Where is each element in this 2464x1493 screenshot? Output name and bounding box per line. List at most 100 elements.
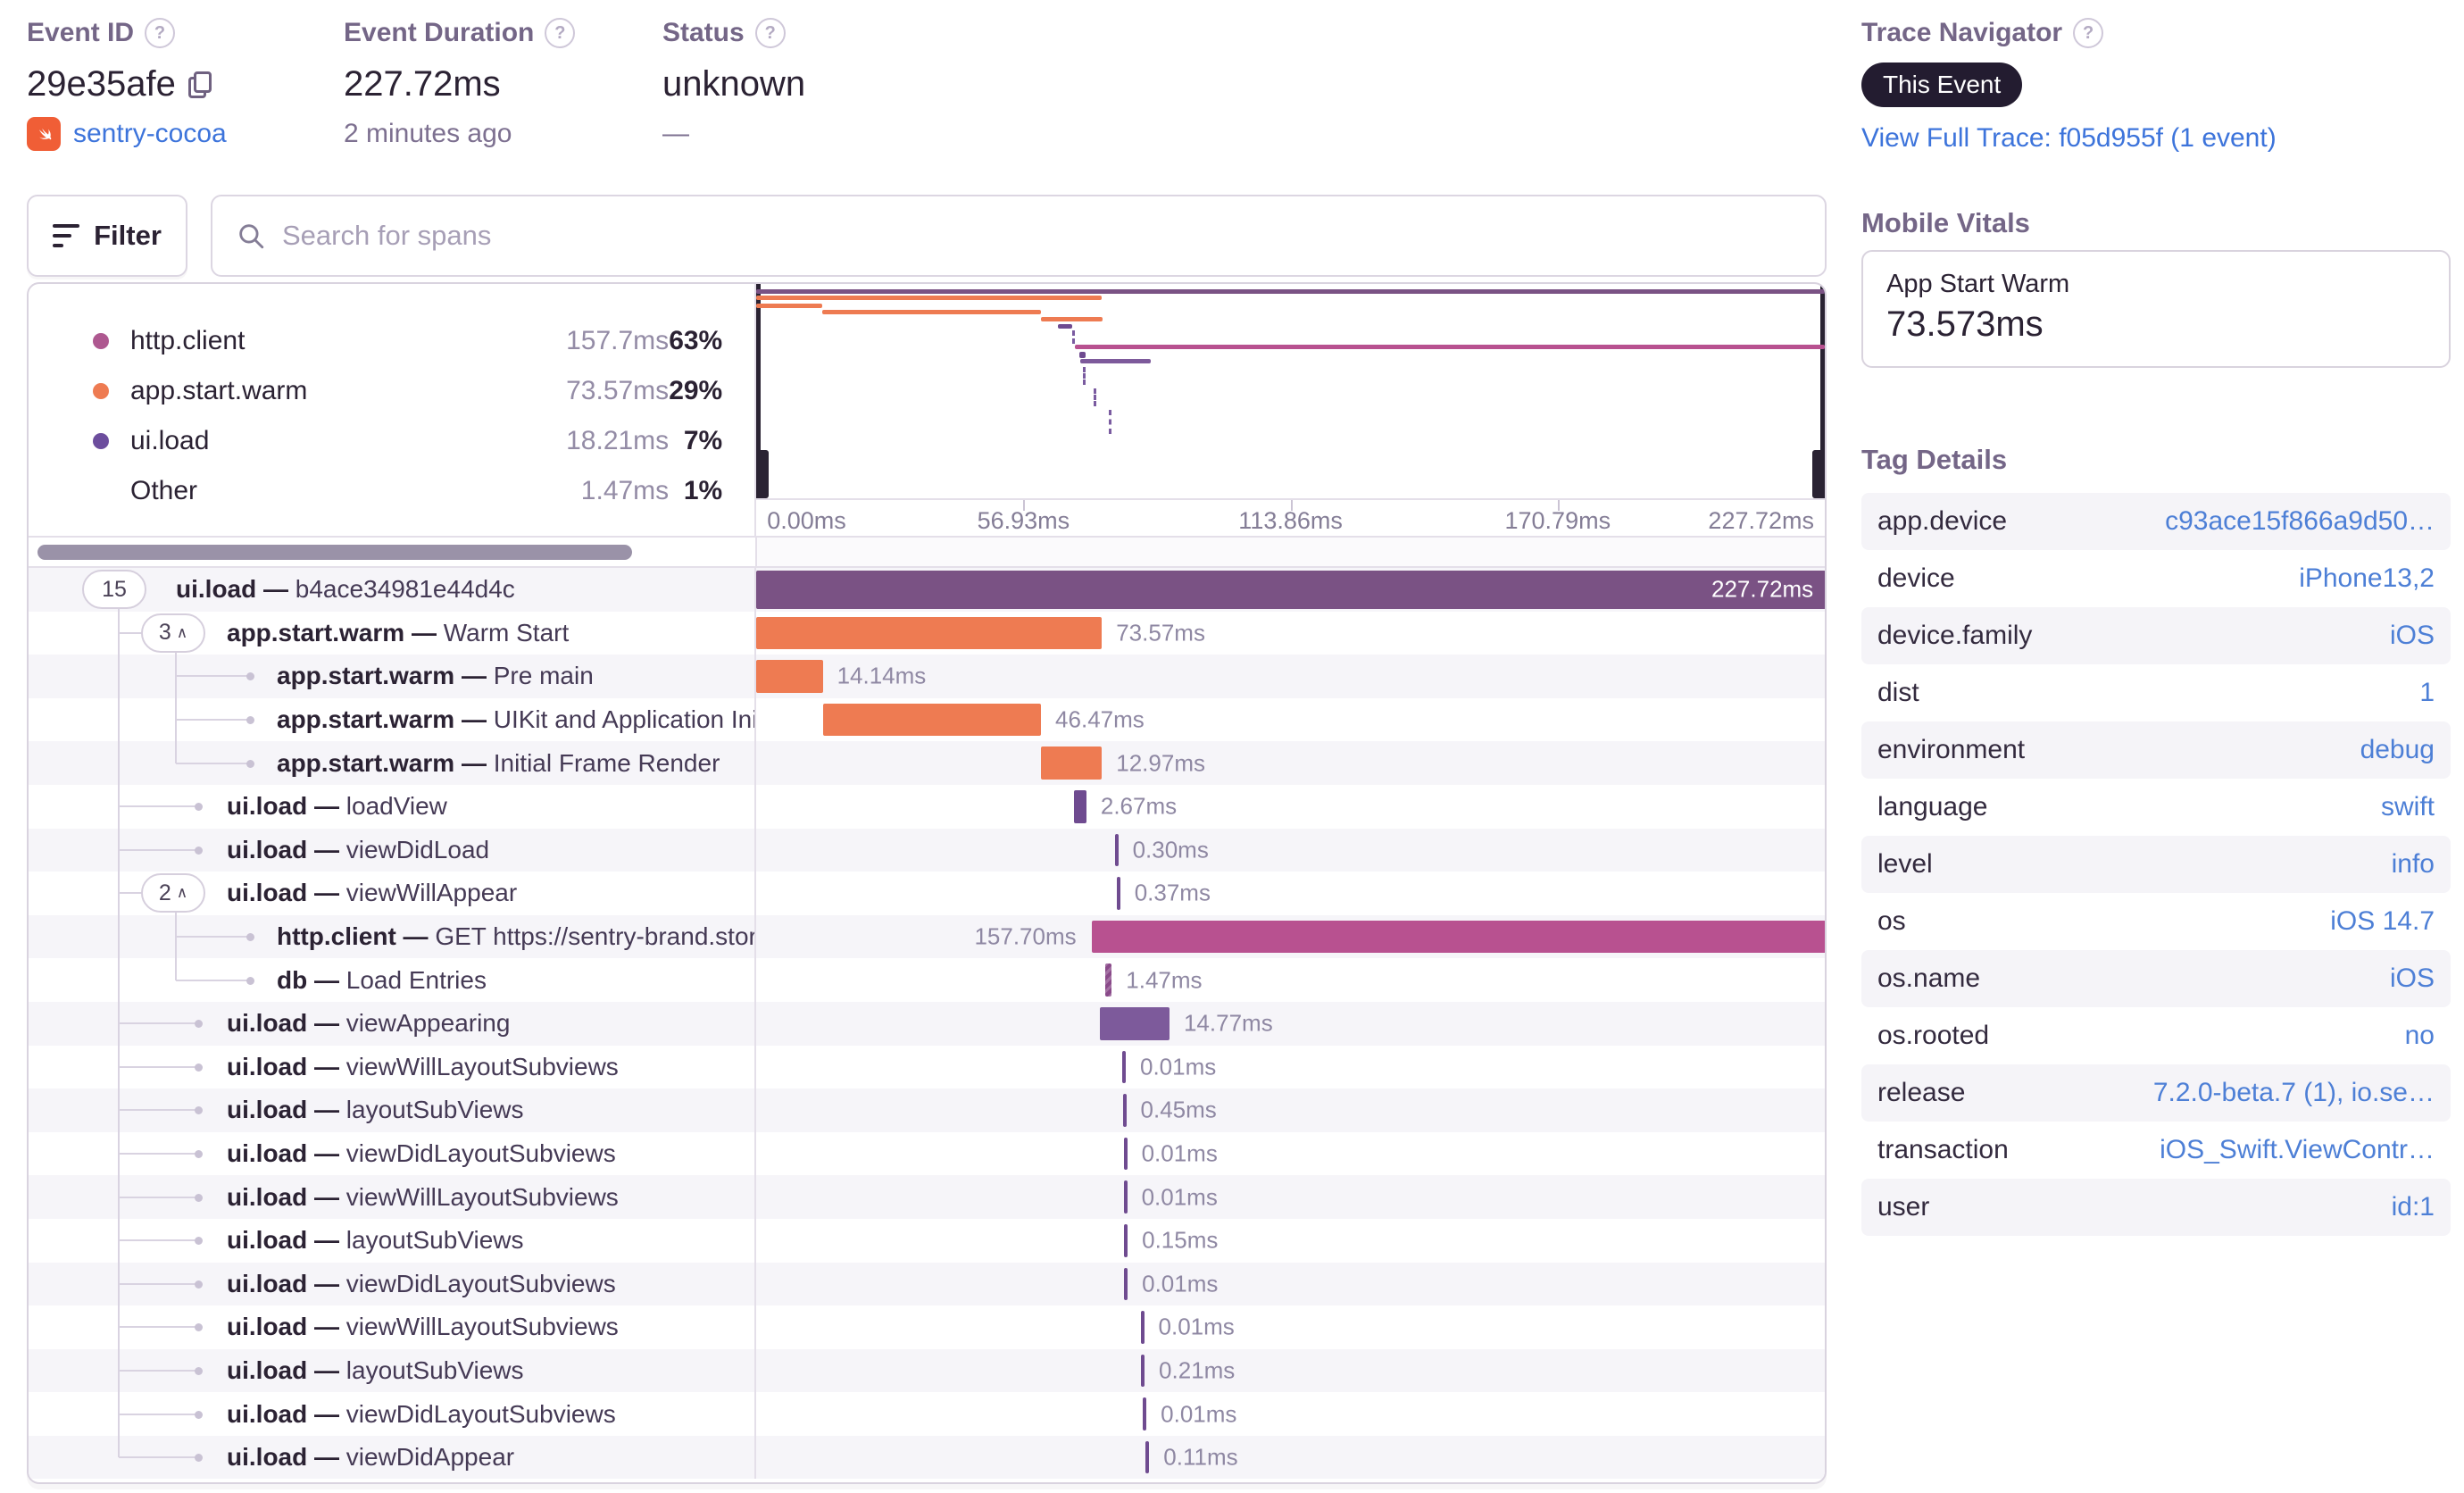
span-tree-cell[interactable]: ui.load — layoutSubViews [29, 1218, 757, 1263]
span-duration-bar[interactable] [1124, 1267, 1128, 1301]
minimap-right-grip[interactable] [1812, 450, 1825, 498]
span-duration-bar[interactable] [1123, 1180, 1128, 1214]
span-bar-cell[interactable]: 0.30ms [756, 829, 1825, 872]
span-row[interactable]: ui.load — viewDidLayoutSubviews 0.01ms [29, 1262, 1825, 1306]
span-tree-cell[interactable]: ui.load — viewDidLoad [29, 828, 757, 872]
tag-value-link[interactable]: iOS [2389, 963, 2435, 993]
span-children-badge[interactable]: 15 [82, 570, 146, 610]
span-row[interactable]: app.start.warm — Pre main 14.14ms [29, 655, 1825, 698]
span-row[interactable]: db — Load Entries 1.47ms [29, 958, 1825, 1002]
span-bar-cell[interactable]: 2.67ms [756, 785, 1825, 829]
span-row[interactable]: ui.load — layoutSubViews 0.15ms [29, 1218, 1825, 1263]
span-duration-bar[interactable] [1143, 1397, 1147, 1430]
view-full-trace-link[interactable]: View Full Trace: f05d955f (1 event) [1861, 123, 2277, 153]
span-tree-cell[interactable]: ui.load — viewDidLayoutSubviews [29, 1392, 757, 1436]
span-duration-bar[interactable] [756, 616, 1103, 650]
span-row[interactable]: ui.load — viewWillLayoutSubviews 0.01ms [29, 1175, 1825, 1219]
span-row[interactable]: ui.load — viewDidLayoutSubviews 0.01ms [29, 1392, 1825, 1436]
span-row[interactable]: ui.load — viewDidLoad 0.30ms [29, 828, 1825, 872]
help-icon[interactable]: ? [145, 18, 176, 48]
span-tree-cell[interactable]: ui.load — viewAppearing [29, 1001, 757, 1046]
span-duration-bar[interactable] [1141, 1354, 1145, 1388]
minimap-right-handle[interactable] [1820, 284, 1825, 498]
span-duration-bar[interactable]: 227.72ms [756, 571, 1825, 609]
span-bar-cell[interactable]: 0.11ms [756, 1436, 1825, 1480]
span-search-box[interactable] [211, 195, 1827, 277]
span-bar-cell[interactable]: 1.47ms [756, 958, 1825, 1002]
span-tree-cell[interactable]: db — Load Entries [29, 958, 757, 1002]
span-bar-cell[interactable]: 0.37ms [756, 872, 1825, 915]
span-duration-bar[interactable] [1091, 920, 1825, 954]
span-tree-cell[interactable]: ui.load — viewWillLayoutSubviews [29, 1305, 757, 1349]
span-bar-cell[interactable]: 0.01ms [756, 1046, 1825, 1089]
tag-value-link[interactable]: info [2391, 849, 2435, 879]
span-duration-bar[interactable] [1114, 833, 1119, 867]
span-bar-cell[interactable]: 14.77ms [756, 1002, 1825, 1046]
help-icon[interactable]: ? [545, 18, 576, 48]
tag-value-link[interactable]: 1 [2419, 678, 2435, 707]
span-bar-cell[interactable]: 0.45ms [756, 1088, 1825, 1132]
span-bar-cell[interactable]: 12.97ms [756, 741, 1825, 785]
span-duration-bar[interactable] [1104, 963, 1112, 997]
span-row[interactable]: ui.load — layoutSubViews 0.45ms [29, 1088, 1825, 1132]
search-input[interactable] [282, 220, 1802, 252]
span-tree-cell[interactable]: ui.load — viewWillLayoutSubviews [29, 1175, 757, 1219]
tag-value-link[interactable]: swift [2381, 792, 2435, 822]
span-row[interactable]: ui.load — viewDidLayoutSubviews 0.01ms [29, 1131, 1825, 1176]
copy-icon[interactable] [187, 71, 212, 98]
span-row[interactable]: app.start.warm — Initial Frame Render 12.… [29, 741, 1825, 785]
span-tree-cell[interactable]: ui.load — viewWillLayoutSubviews [29, 1045, 757, 1089]
span-tree-cell[interactable]: app.start.warm — UIKit and Application I… [29, 697, 757, 742]
project-link[interactable]: sentry-cocoa [73, 119, 227, 148]
span-children-badge[interactable]: 2 ∧ [141, 873, 205, 913]
span-duration-bar[interactable] [1123, 1137, 1128, 1171]
span-row[interactable]: http.client — GET https://sentry-brand.s… [29, 914, 1825, 959]
span-tree-cell[interactable]: ui.load — viewDidAppear [29, 1435, 757, 1480]
span-tree-cell[interactable]: app.start.warm — Initial Frame Render [29, 741, 757, 785]
help-icon[interactable]: ? [2073, 18, 2104, 48]
span-duration-bar[interactable] [1041, 746, 1103, 780]
span-duration-bar[interactable] [1122, 1094, 1127, 1127]
tag-value-link[interactable]: iOS_Swift.ViewContr… [2160, 1135, 2435, 1164]
span-bar-cell[interactable]: 0.01ms [756, 1132, 1825, 1176]
span-row[interactable]: ui.load — layoutSubViews 0.21ms [29, 1348, 1825, 1393]
tag-value-link[interactable]: c93ace15f866a9d50… [2165, 506, 2435, 536]
span-tree-cell[interactable]: http.client — GET https://sentry-brand.s… [29, 914, 757, 959]
span-row[interactable]: ui.load — viewWillLayoutSubviews 0.01ms [29, 1045, 1825, 1089]
app-start-warm-card[interactable]: App Start Warm 73.573ms [1861, 250, 2451, 368]
span-bar-cell[interactable]: 227.72ms [756, 568, 1825, 612]
span-bar-cell[interactable]: 0.01ms [756, 1175, 1825, 1219]
span-row[interactable]: ui.load — loadView 2.67ms [29, 784, 1825, 829]
trace-minimap[interactable] [756, 284, 1825, 498]
span-duration-bar[interactable] [1140, 1311, 1145, 1344]
tag-value-link[interactable]: iOS [2389, 621, 2435, 650]
span-tree-cell[interactable]: app.start.warm — Pre main [29, 655, 757, 698]
span-bar-cell[interactable]: 157.70ms [756, 915, 1825, 959]
span-row[interactable]: 3 ∧ app.start.warm — Warm Start 73.57ms [29, 611, 1825, 655]
minimap-left-grip[interactable] [756, 450, 770, 498]
span-duration-bar[interactable] [1145, 1440, 1150, 1474]
span-bar-cell[interactable]: 0.21ms [756, 1349, 1825, 1393]
span-row[interactable]: 2 ∧ ui.load — viewWillAppear 0.37ms [29, 872, 1825, 915]
span-duration-bar[interactable] [1124, 1223, 1128, 1257]
span-row[interactable]: ui.load — viewAppearing 14.77ms [29, 1001, 1825, 1046]
tag-value-link[interactable]: id:1 [2391, 1192, 2435, 1222]
help-icon[interactable]: ? [754, 18, 786, 48]
span-tree-cell[interactable]: 15 ui.load — b4ace34981e44d4c [29, 568, 757, 612]
span-bar-cell[interactable]: 0.01ms [756, 1305, 1825, 1349]
span-duration-bar[interactable] [822, 703, 1042, 737]
span-bar-cell[interactable]: 0.15ms [756, 1219, 1825, 1263]
span-row[interactable]: 15 ui.load — b4ace34981e44d4c 227.72ms [29, 568, 1825, 612]
tag-value-link[interactable]: iPhone13,2 [2299, 563, 2435, 593]
tag-value-link[interactable]: iOS 14.7 [2330, 906, 2435, 936]
span-duration-bar[interactable] [1116, 877, 1120, 910]
span-tree-cell[interactable]: ui.load — viewDidLayoutSubviews [29, 1131, 757, 1176]
span-tree-cell[interactable]: ui.load — viewDidLayoutSubviews [29, 1262, 757, 1306]
span-bar-cell[interactable]: 73.57ms [756, 612, 1825, 655]
span-row[interactable]: ui.load — viewDidAppear 0.11ms [29, 1435, 1825, 1480]
span-tree-cell[interactable]: ui.load — layoutSubViews [29, 1088, 757, 1132]
tag-value-link[interactable]: debug [2360, 735, 2435, 764]
span-children-badge[interactable]: 3 ∧ [141, 613, 205, 653]
span-tree-cell[interactable]: ui.load — layoutSubViews [29, 1348, 757, 1393]
filter-button[interactable]: Filter [27, 195, 187, 277]
